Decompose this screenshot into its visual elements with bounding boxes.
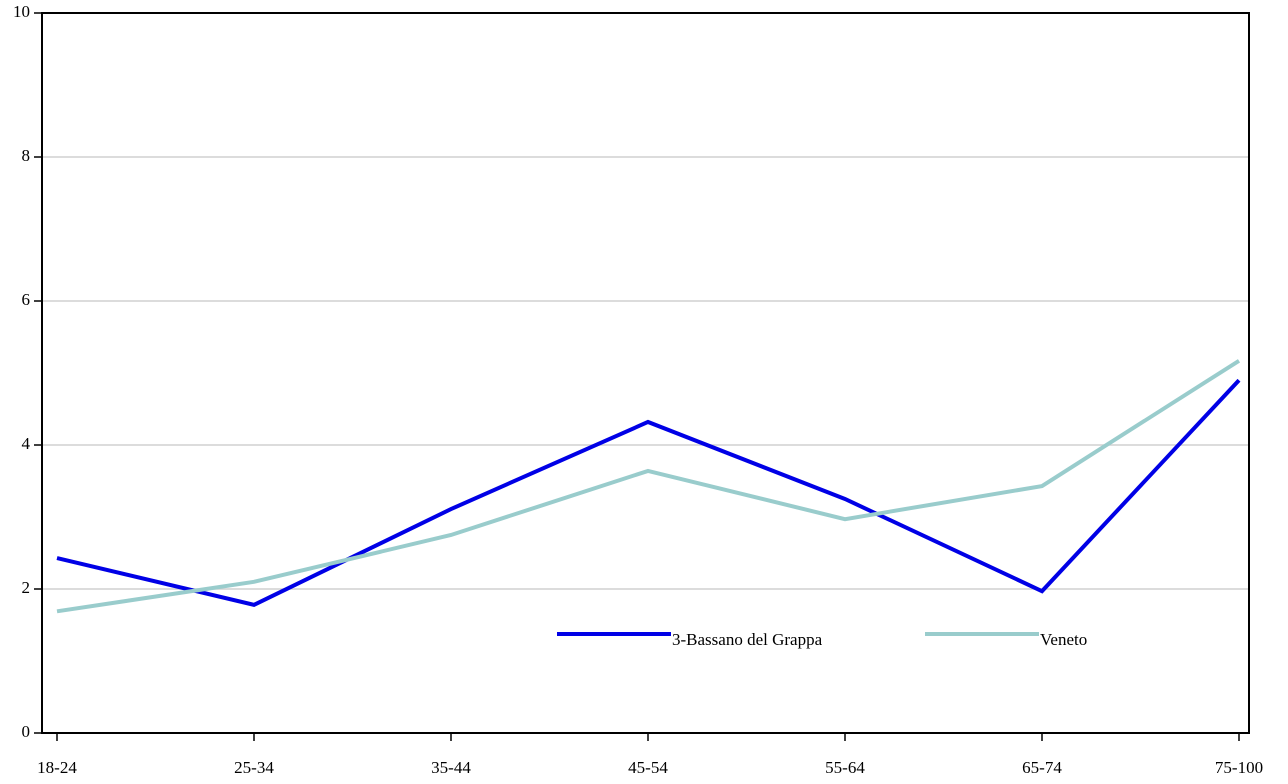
x-tick-label: 75-100	[1215, 758, 1263, 777]
y-tick-label: 10	[13, 2, 30, 21]
legend-label: 3-Bassano del Grappa	[672, 630, 823, 649]
x-tick-label: 65-74	[1022, 758, 1062, 777]
x-tick-label: 18-24	[37, 758, 77, 777]
legend-label: Veneto	[1040, 630, 1087, 649]
data-line	[56, 359, 1241, 614]
y-tick-label: 2	[22, 578, 31, 597]
data-line	[56, 378, 1241, 607]
y-tick-label: 4	[22, 434, 31, 453]
x-tick-label: 35-44	[431, 758, 471, 777]
x-tick-label: 45-54	[628, 758, 668, 777]
x-tick-label: 25-34	[234, 758, 274, 777]
plot-frame	[41, 12, 1250, 734]
x-tick-label: 55-64	[825, 758, 865, 777]
y-tick-label: 0	[22, 722, 31, 741]
y-tick-label: 8	[22, 146, 31, 165]
y-tick-label: 6	[22, 290, 31, 309]
